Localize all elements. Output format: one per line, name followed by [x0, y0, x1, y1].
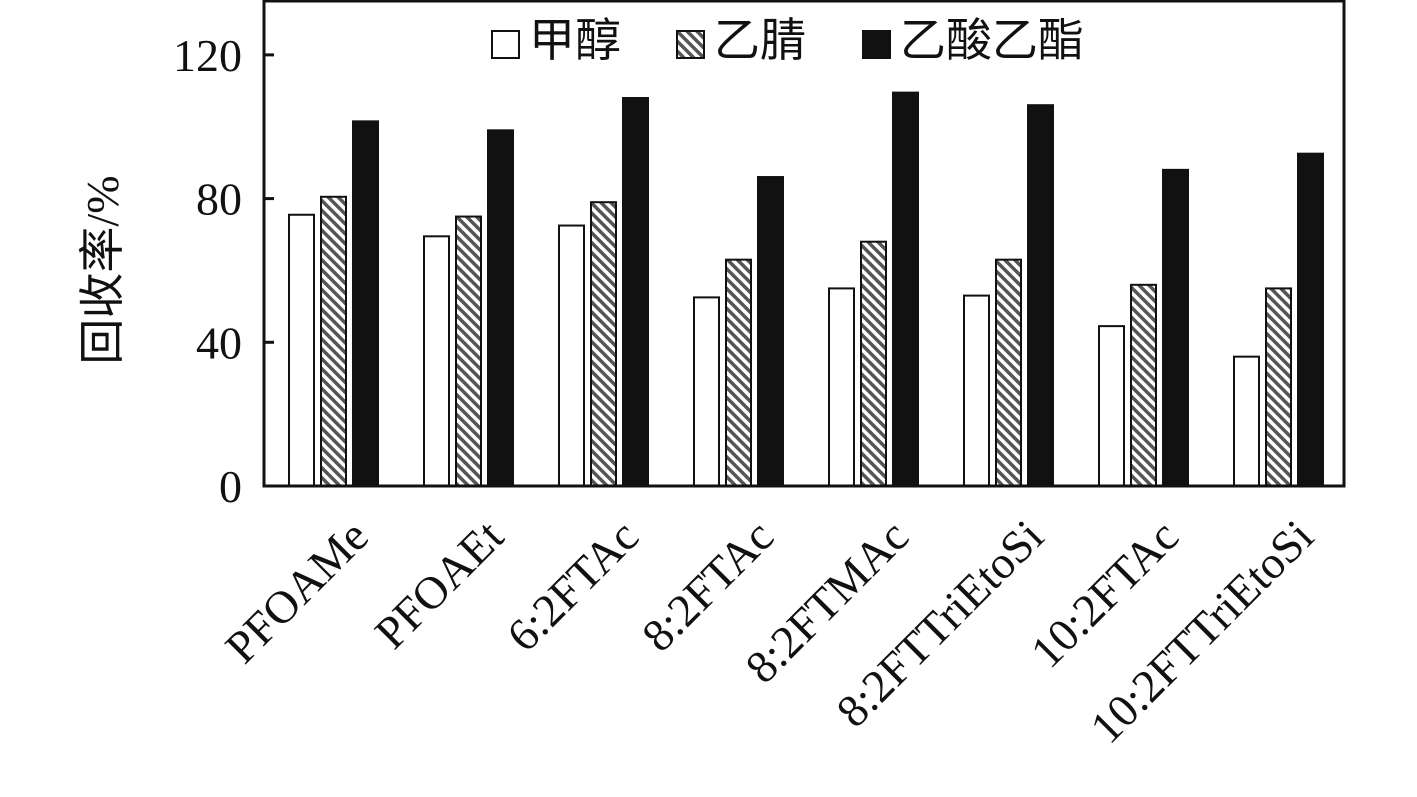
bar-hatched-1 [455, 215, 482, 488]
bar-white-1 [423, 235, 450, 487]
bar-hatched-4 [860, 240, 887, 487]
bar-black-1 [487, 129, 514, 487]
y-axis-label: 回收率/% [77, 175, 128, 364]
bar-black-3 [757, 176, 784, 487]
legend-label-hatched: 乙腈 [714, 15, 806, 66]
x-tick-label-0: PFOAMe [215, 510, 378, 673]
legend-label-white: 甲醇 [529, 15, 621, 66]
y-tick-label-0: 0 [219, 461, 242, 512]
bar-white-3 [693, 296, 720, 487]
x-tick-label-2: 6:2FTAc [497, 510, 648, 661]
bar-hatched-0 [320, 195, 347, 487]
bar-white-2 [558, 224, 585, 487]
bar-black-5 [1027, 104, 1054, 488]
legend-swatch-hatched [676, 30, 705, 59]
axes: 0 40 80 120 [173, 0, 1346, 512]
plot-area [288, 91, 1324, 488]
bar-hatched-3 [725, 258, 752, 487]
bar-white-4 [828, 287, 855, 487]
bar-black-4 [892, 91, 919, 487]
y-tick-label-40: 40 [196, 317, 242, 368]
bar-hatched-5 [995, 258, 1022, 487]
bar-white-7 [1233, 355, 1260, 487]
bar-black-0 [352, 120, 379, 488]
bar-black-6 [1162, 168, 1189, 488]
category-labels: PFOAMePFOAEt6:2FTAc8:2FTAc8:2FTMAc8:2FTT… [215, 510, 1323, 753]
y-tick-label-120: 120 [173, 30, 242, 81]
legend: 甲醇 乙腈 乙酸乙酯 [491, 15, 1084, 66]
bar-white-6 [1098, 325, 1125, 488]
bar-black-2 [622, 97, 649, 487]
bar-white-5 [963, 294, 990, 487]
plot-frame [262, 0, 1346, 488]
legend-swatch-white [491, 30, 520, 59]
bar-white-0 [288, 213, 315, 488]
x-tick-label-1: PFOAEt [365, 510, 513, 658]
bar-hatched-7 [1265, 287, 1292, 487]
bar-black-7 [1297, 152, 1324, 487]
legend-label-black: 乙酸乙酯 [900, 15, 1084, 66]
bar-hatched-2 [590, 201, 617, 487]
legend-swatch-black [862, 30, 891, 59]
bar-hatched-6 [1130, 283, 1157, 487]
y-tick-label-80: 80 [196, 174, 242, 225]
